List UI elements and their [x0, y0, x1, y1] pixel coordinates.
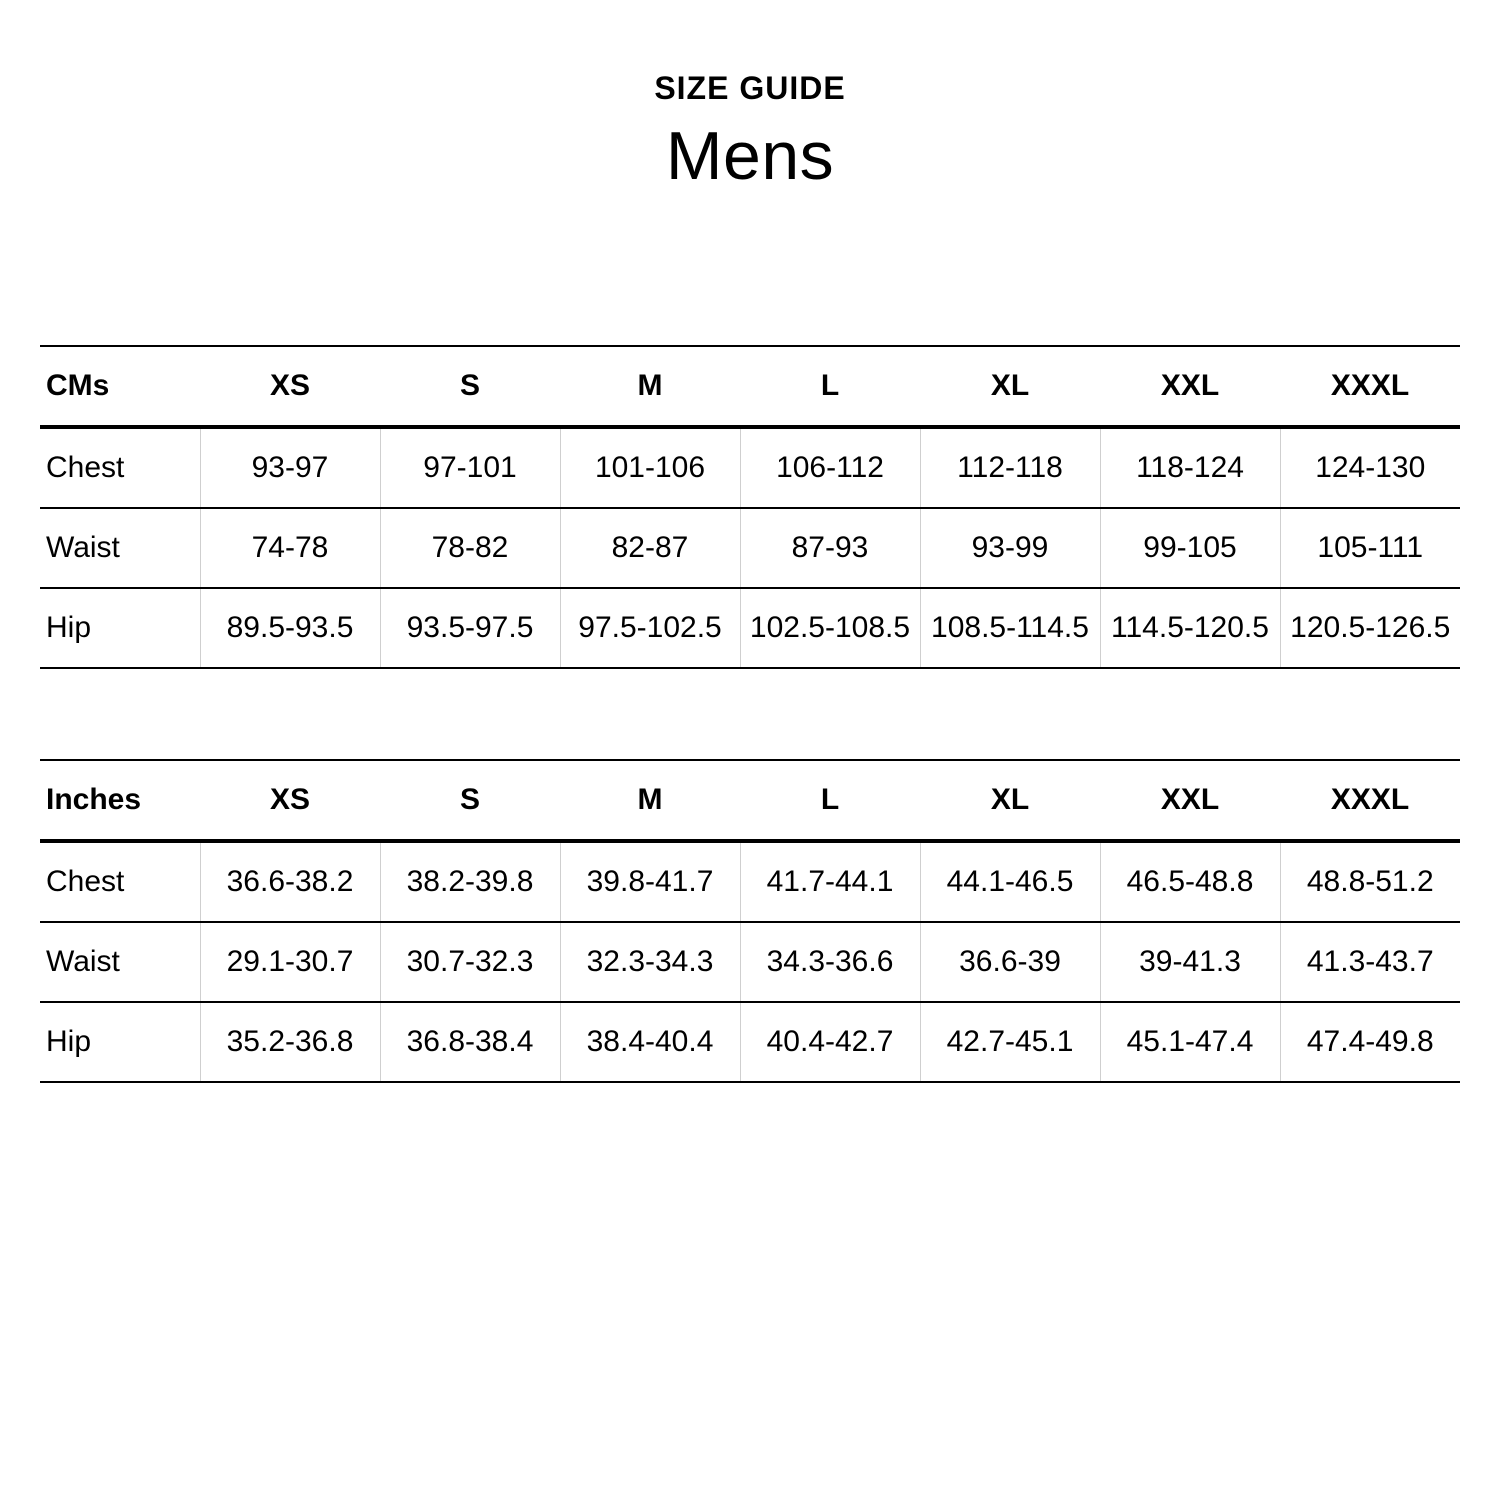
- cell: 114.5-120.5: [1100, 588, 1280, 668]
- cell: 97.5-102.5: [560, 588, 740, 668]
- size-col-s: S: [380, 346, 560, 427]
- cell: 120.5-126.5: [1280, 588, 1460, 668]
- cell: 99-105: [1100, 508, 1280, 588]
- cell: 32.3-34.3: [560, 922, 740, 1002]
- unit-label: CMs: [40, 346, 200, 427]
- cell: 93.5-97.5: [380, 588, 560, 668]
- row-label: Waist: [40, 508, 200, 588]
- cell: 29.1-30.7: [200, 922, 380, 1002]
- size-col-xl: XL: [920, 760, 1100, 841]
- row-label: Chest: [40, 427, 200, 508]
- cell: 93-99: [920, 508, 1100, 588]
- cell: 82-87: [560, 508, 740, 588]
- cell: 93-97: [200, 427, 380, 508]
- cell: 102.5-108.5: [740, 588, 920, 668]
- cell: 34.3-36.6: [740, 922, 920, 1002]
- cell: 101-106: [560, 427, 740, 508]
- size-guide-page: SIZE GUIDE Mens CMs XS S M L XL XXL XXXL: [0, 0, 1500, 1083]
- size-col-m: M: [560, 760, 740, 841]
- cell: 36.6-38.2: [200, 841, 380, 922]
- cell: 48.8-51.2: [1280, 841, 1460, 922]
- cell: 36.8-38.4: [380, 1002, 560, 1082]
- cell: 38.4-40.4: [560, 1002, 740, 1082]
- size-col-xxl: XXL: [1100, 346, 1280, 427]
- table-row: Chest 93-97 97-101 101-106 106-112 112-1…: [40, 427, 1460, 508]
- row-label: Chest: [40, 841, 200, 922]
- cell: 36.6-39: [920, 922, 1100, 1002]
- size-col-xs: XS: [200, 760, 380, 841]
- cell: 42.7-45.1: [920, 1002, 1100, 1082]
- cell: 46.5-48.8: [1100, 841, 1280, 922]
- cell: 45.1-47.4: [1100, 1002, 1280, 1082]
- size-col-l: L: [740, 760, 920, 841]
- size-col-xxl: XXL: [1100, 760, 1280, 841]
- cell: 89.5-93.5: [200, 588, 380, 668]
- table-gap: [40, 669, 1460, 759]
- table-header-row: Inches XS S M L XL XXL XXXL: [40, 760, 1460, 841]
- cell: 39.8-41.7: [560, 841, 740, 922]
- row-label: Hip: [40, 1002, 200, 1082]
- cell: 78-82: [380, 508, 560, 588]
- cell: 97-101: [380, 427, 560, 508]
- size-col-l: L: [740, 346, 920, 427]
- size-col-xxxl: XXXL: [1280, 760, 1460, 841]
- table-row: Waist 29.1-30.7 30.7-32.3 32.3-34.3 34.3…: [40, 922, 1460, 1002]
- size-table-inches: Inches XS S M L XL XXL XXXL Chest 36.6-3…: [40, 759, 1460, 1083]
- cell: 74-78: [200, 508, 380, 588]
- cell: 30.7-32.3: [380, 922, 560, 1002]
- tables-container: CMs XS S M L XL XXL XXXL Chest 93-97 97-…: [40, 345, 1460, 1083]
- cell: 38.2-39.8: [380, 841, 560, 922]
- size-col-xxxl: XXXL: [1280, 346, 1460, 427]
- unit-label: Inches: [40, 760, 200, 841]
- eyebrow-label: SIZE GUIDE: [40, 70, 1460, 107]
- page-title: Mens: [40, 117, 1460, 195]
- row-label: Hip: [40, 588, 200, 668]
- table-header-row: CMs XS S M L XL XXL XXXL: [40, 346, 1460, 427]
- cell: 108.5-114.5: [920, 588, 1100, 668]
- cell: 124-130: [1280, 427, 1460, 508]
- cell: 35.2-36.8: [200, 1002, 380, 1082]
- cell: 40.4-42.7: [740, 1002, 920, 1082]
- cell: 44.1-46.5: [920, 841, 1100, 922]
- cell: 106-112: [740, 427, 920, 508]
- size-col-s: S: [380, 760, 560, 841]
- cell: 47.4-49.8: [1280, 1002, 1460, 1082]
- size-table-cms: CMs XS S M L XL XXL XXXL Chest 93-97 97-…: [40, 345, 1460, 669]
- cell: 39-41.3: [1100, 922, 1280, 1002]
- size-col-m: M: [560, 346, 740, 427]
- table-row: Hip 89.5-93.5 93.5-97.5 97.5-102.5 102.5…: [40, 588, 1460, 668]
- table-row: Waist 74-78 78-82 82-87 87-93 93-99 99-1…: [40, 508, 1460, 588]
- cell: 105-111: [1280, 508, 1460, 588]
- cell: 41.7-44.1: [740, 841, 920, 922]
- table-row: Hip 35.2-36.8 36.8-38.4 38.4-40.4 40.4-4…: [40, 1002, 1460, 1082]
- row-label: Waist: [40, 922, 200, 1002]
- cell: 112-118: [920, 427, 1100, 508]
- size-col-xs: XS: [200, 346, 380, 427]
- cell: 87-93: [740, 508, 920, 588]
- size-col-xl: XL: [920, 346, 1100, 427]
- table-row: Chest 36.6-38.2 38.2-39.8 39.8-41.7 41.7…: [40, 841, 1460, 922]
- cell: 41.3-43.7: [1280, 922, 1460, 1002]
- cell: 118-124: [1100, 427, 1280, 508]
